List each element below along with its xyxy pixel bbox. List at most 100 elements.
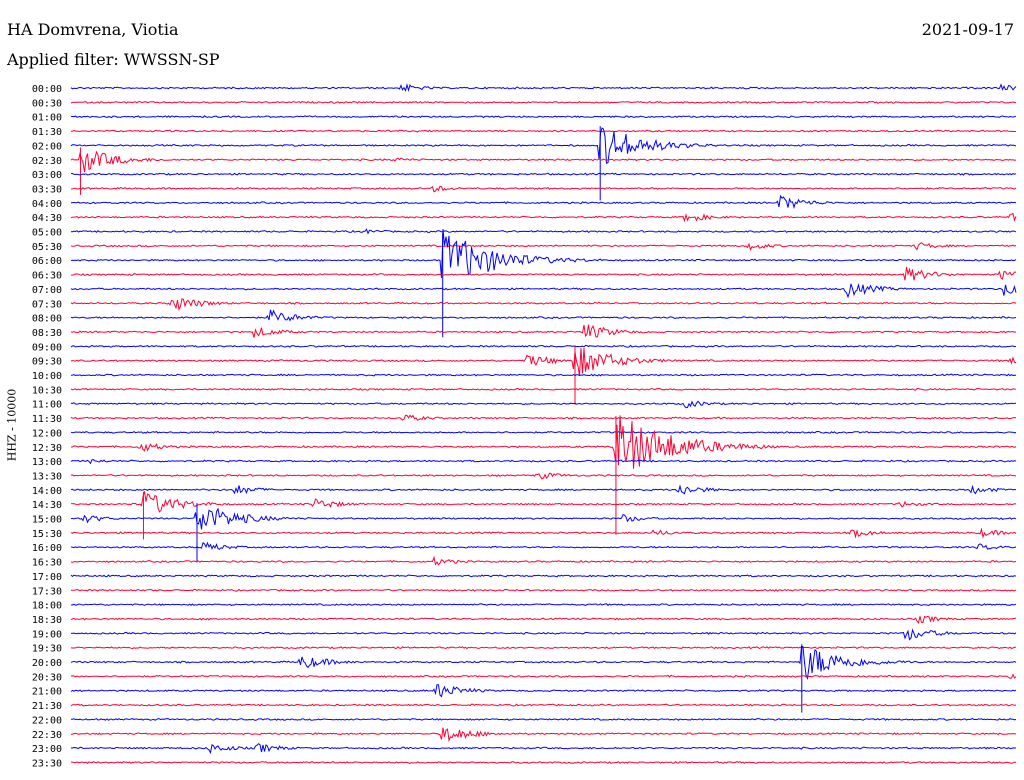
row-time-label: 16:30 bbox=[32, 558, 62, 569]
trace-row-0630 bbox=[70, 266, 1017, 281]
row-time-label: 17:00 bbox=[32, 572, 62, 583]
row-time-label: 10:30 bbox=[32, 385, 62, 396]
trace-row-1630 bbox=[70, 555, 1017, 566]
row-time-label: 21:00 bbox=[32, 687, 62, 698]
trace-row-0530 bbox=[70, 242, 1017, 251]
trace-row-1400 bbox=[70, 484, 1017, 495]
trace-row-2330 bbox=[71, 760, 1017, 764]
trace-row-1030 bbox=[70, 387, 1017, 391]
trace-row-1700 bbox=[70, 574, 1017, 578]
trace-row-0700 bbox=[70, 282, 1017, 299]
filter-label: Applied filter: WWSSN-SP bbox=[7, 50, 220, 69]
row-time-label: 13:00 bbox=[32, 457, 62, 468]
row-time-label: 19:30 bbox=[32, 644, 62, 655]
row-time-label: 11:30 bbox=[32, 414, 62, 425]
trace-row-0830 bbox=[70, 324, 1016, 338]
trace-row-1800 bbox=[71, 603, 1017, 607]
trace-row-1000 bbox=[70, 373, 1017, 377]
row-time-label: 14:00 bbox=[32, 486, 62, 497]
row-time-label: 08:30 bbox=[32, 328, 62, 339]
trace-row-0030 bbox=[70, 100, 1016, 104]
trace-row-0500 bbox=[70, 228, 1017, 235]
trace-row-1200 bbox=[70, 430, 1017, 434]
trace-row-0000 bbox=[70, 83, 1017, 93]
trace-row-0730 bbox=[70, 297, 1017, 312]
row-time-label: 17:30 bbox=[32, 586, 62, 597]
trace-row-1100 bbox=[70, 400, 1017, 409]
trace-row-1300 bbox=[70, 459, 1017, 465]
row-time-label: 03:30 bbox=[32, 184, 62, 195]
row-time-label: 06:30 bbox=[32, 271, 62, 282]
row-time-label: 21:30 bbox=[32, 701, 62, 712]
row-time-label: 10:00 bbox=[32, 371, 62, 382]
row-time-label: 11:00 bbox=[32, 400, 62, 411]
row-time-label: 22:30 bbox=[32, 730, 62, 741]
row-time-label: 01:00 bbox=[32, 113, 62, 124]
trace-row-1930 bbox=[70, 646, 1017, 650]
trace-row-1830 bbox=[70, 615, 1017, 625]
trace-row-1330 bbox=[70, 472, 1017, 480]
trace-row-2230 bbox=[70, 727, 1017, 743]
trace-row-1900 bbox=[70, 628, 1017, 641]
row-time-label: 14:30 bbox=[32, 500, 62, 511]
row-time-label: 06:00 bbox=[32, 256, 62, 267]
row-time-label: 20:00 bbox=[32, 658, 62, 669]
date-label: 2021-09-17 bbox=[921, 20, 1014, 39]
trace-row-1730 bbox=[71, 588, 1017, 592]
row-time-label: 18:30 bbox=[32, 615, 62, 626]
row-time-label: 12:00 bbox=[32, 428, 62, 439]
trace-row-0130 bbox=[70, 129, 1017, 133]
row-time-label: 04:30 bbox=[32, 213, 62, 224]
row-time-label: 18:00 bbox=[32, 601, 62, 612]
trace-row-0230 bbox=[70, 150, 1017, 173]
row-time-label: 00:00 bbox=[32, 84, 62, 95]
row-time-label: 07:30 bbox=[32, 299, 62, 310]
trace-row-0430 bbox=[70, 212, 1017, 223]
row-time-label: 20:30 bbox=[32, 672, 62, 683]
trace-row-1130 bbox=[70, 414, 1017, 421]
row-time-label: 23:00 bbox=[32, 744, 62, 755]
trace-row-2100 bbox=[70, 684, 1017, 698]
row-time-label: 15:30 bbox=[32, 529, 62, 540]
row-time-label: 16:00 bbox=[32, 543, 62, 554]
trace-row-0900 bbox=[70, 344, 1017, 348]
row-time-label: 15:00 bbox=[32, 515, 62, 526]
row-time-label: 01:30 bbox=[32, 127, 62, 138]
row-time-label: 04:00 bbox=[32, 199, 62, 210]
trace-row-0100 bbox=[71, 115, 1017, 119]
row-time-label: 09:30 bbox=[32, 357, 62, 368]
row-time-label: 23:30 bbox=[32, 758, 62, 769]
trace-row-0600 bbox=[70, 229, 1017, 278]
trace-row-0330 bbox=[70, 185, 1017, 193]
trace-row-2130 bbox=[70, 703, 1017, 707]
row-time-label: 12:30 bbox=[32, 443, 62, 454]
row-time-label: 03:00 bbox=[32, 170, 62, 181]
trace-row-2030 bbox=[70, 673, 1017, 679]
row-time-label: 09:00 bbox=[32, 342, 62, 353]
trace-row-1530 bbox=[70, 527, 1017, 539]
trace-row-0400 bbox=[70, 194, 1017, 210]
trace-row-0800 bbox=[70, 309, 1017, 322]
trace-row-1430 bbox=[70, 491, 1017, 513]
row-time-label: 00:30 bbox=[32, 98, 62, 109]
row-time-label: 13:30 bbox=[32, 471, 62, 482]
row-time-label: 19:00 bbox=[32, 629, 62, 640]
row-time-label: 02:00 bbox=[32, 141, 62, 152]
row-time-label: 22:00 bbox=[32, 715, 62, 726]
trace-row-0930 bbox=[70, 347, 1017, 376]
trace-row-0200 bbox=[70, 127, 1017, 164]
trace-row-0300 bbox=[71, 172, 1017, 176]
trace-row-1600 bbox=[70, 541, 1017, 550]
station-title: HA Domvrena, Viotia bbox=[7, 20, 179, 39]
trace-row-1500 bbox=[70, 507, 1017, 530]
row-time-label: 05:00 bbox=[32, 228, 62, 239]
row-time-label: 02:30 bbox=[32, 156, 62, 167]
trace-row-2000 bbox=[70, 645, 1017, 681]
row-time-label: 07:00 bbox=[32, 285, 62, 296]
row-time-label: 05:30 bbox=[32, 242, 62, 253]
trace-row-2200 bbox=[70, 717, 1017, 721]
trace-row-2300 bbox=[71, 743, 1016, 755]
row-time-label: 08:00 bbox=[32, 314, 62, 325]
trace-row-1230 bbox=[70, 415, 1017, 469]
